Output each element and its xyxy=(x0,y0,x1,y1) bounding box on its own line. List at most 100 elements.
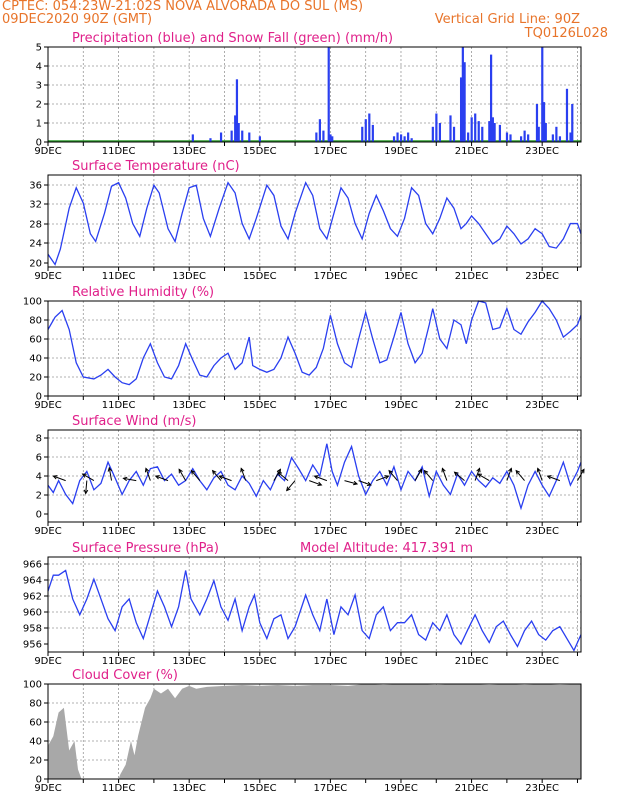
wind-arrow-head xyxy=(546,475,552,480)
panel-title-temp: Surface Temperature (nC) xyxy=(72,159,240,174)
precip-bar xyxy=(452,126,456,142)
precip-bar xyxy=(407,132,410,142)
precip-bar xyxy=(329,134,332,142)
x-tick-label-pressure: 9DEC xyxy=(34,656,61,667)
precip-bar xyxy=(191,134,194,142)
wind-arrow xyxy=(108,467,113,481)
y-tick-label-precip: 2 xyxy=(36,100,42,111)
model-altitude-label: Model Altitude: 417.391 m xyxy=(300,541,473,556)
y-tick-label-precip: 3 xyxy=(36,81,42,92)
x-tick-label-cloud: 23DEC xyxy=(525,783,559,794)
pressure-line xyxy=(47,569,582,652)
precip-bar xyxy=(551,134,554,142)
precip-bar xyxy=(364,119,367,142)
wind-arrow-head xyxy=(580,468,585,474)
wind-arrow-head xyxy=(353,480,359,486)
y-tick-label-wind: 4 xyxy=(36,472,42,483)
x-tick-label-rh: 15DEC xyxy=(243,400,277,411)
panel-title-rh: Relative Humidity (%) xyxy=(72,285,214,300)
precip-bar xyxy=(463,62,466,143)
wind-arrow xyxy=(515,470,525,481)
cloud-cover-area xyxy=(48,684,581,779)
wind-arrow-head xyxy=(81,473,87,478)
x-tick-label-cloud: 9DEC xyxy=(34,783,61,794)
header-grid-line: Vertical Grid Line: 90Z xyxy=(434,12,580,27)
wind-arrow xyxy=(240,468,247,481)
x-tick-label-precip: 17DEC xyxy=(314,146,348,157)
precip-bar xyxy=(542,102,546,142)
wind-arrow-head xyxy=(508,467,513,473)
y-tick-label-pressure: 958 xyxy=(23,624,42,635)
wind-arrow xyxy=(191,470,201,481)
precip-bar xyxy=(461,47,464,142)
precip-bar xyxy=(537,126,540,142)
x-tick-label-wind: 11DEC xyxy=(102,526,136,537)
header-model-code: TQ0126L028 xyxy=(524,26,608,41)
wind-arrow xyxy=(178,469,187,481)
precip-bar xyxy=(438,123,442,142)
wind-arrow-head xyxy=(423,469,429,475)
wind-arrow-head xyxy=(218,475,224,480)
precip-bar xyxy=(396,132,399,142)
panel-title-cloud: Cloud Cover (%) xyxy=(72,668,178,683)
y-tick-label-rh: 0 xyxy=(36,392,42,403)
wind-arrow-head xyxy=(477,473,482,478)
precip-bar xyxy=(248,132,251,142)
x-tick-label-rh: 11DEC xyxy=(102,400,136,411)
panel-frame-temp xyxy=(47,174,582,268)
y-tick-label-wind: 0 xyxy=(36,510,42,521)
y-tick-label-pressure: 960 xyxy=(23,608,42,619)
wind-arrow xyxy=(547,475,560,482)
y-tick-label-precip: 4 xyxy=(36,62,42,73)
precip-bar xyxy=(467,132,470,142)
rh-line xyxy=(47,299,582,386)
x-tick-label-cloud: 21DEC xyxy=(455,783,489,794)
precip-bar xyxy=(527,134,530,142)
y-tick-label-precip: 1 xyxy=(36,119,42,130)
x-tick-label-rh: 13DEC xyxy=(172,400,206,411)
wind-arrow-head xyxy=(122,476,128,482)
x-tick-label-precip: 13DEC xyxy=(172,146,206,157)
x-tick-label-pressure: 15DEC xyxy=(243,656,277,667)
precip-bar xyxy=(459,77,463,142)
wind-arrow-head xyxy=(154,475,160,480)
panel-frame-precip xyxy=(47,46,582,143)
wind-arrow xyxy=(414,469,423,481)
y-tick-label-cloud: 0 xyxy=(36,775,42,786)
y-tick-label-wind: 2 xyxy=(36,491,42,502)
wind-arrow-head xyxy=(107,466,113,472)
wind-arrow-head xyxy=(240,467,245,473)
x-tick-label-rh: 21DEC xyxy=(455,400,489,411)
y-tick-label-temp: 28 xyxy=(29,220,42,231)
y-tick-label-temp: 36 xyxy=(29,181,42,192)
precip-bar xyxy=(523,130,526,142)
wind-arrow-head xyxy=(453,471,459,477)
wind-arrow xyxy=(155,475,169,482)
y-tick-label-rh: 100 xyxy=(23,297,42,308)
precip-bar xyxy=(410,138,413,142)
header-line1: CPTEC: 054:23W-21:02S NOVA ALVORADA DO S… xyxy=(2,0,364,14)
x-tick-label-temp: 9DEC xyxy=(34,271,61,282)
precip-bar xyxy=(555,126,558,142)
precip-bar xyxy=(230,130,233,142)
precip-bar xyxy=(435,113,438,142)
precip-bar xyxy=(498,124,502,142)
precip-bar xyxy=(399,134,403,142)
wind-arrow-head xyxy=(178,468,183,474)
wind-arrow xyxy=(309,480,322,486)
wind-arrow xyxy=(454,471,465,481)
x-tick-label-precip: 21DEC xyxy=(455,146,489,157)
panel-title-pressure: Surface Pressure (hPa) xyxy=(72,541,219,556)
panel-frame-rh xyxy=(47,300,582,397)
y-tick-label-cloud: 100 xyxy=(23,680,42,691)
x-tick-label-wind: 23DEC xyxy=(525,526,559,537)
wind-arrow-head xyxy=(313,475,319,480)
wind-arrow-head xyxy=(536,467,541,473)
x-tick-label-temp: 13DEC xyxy=(172,271,206,282)
x-tick-label-rh: 23DEC xyxy=(525,400,559,411)
header-date: 09DEC2020 90Z (GMT) xyxy=(2,12,153,27)
wind-arrow xyxy=(506,468,512,481)
precip-bar xyxy=(258,136,261,142)
precip-bar xyxy=(505,132,509,142)
